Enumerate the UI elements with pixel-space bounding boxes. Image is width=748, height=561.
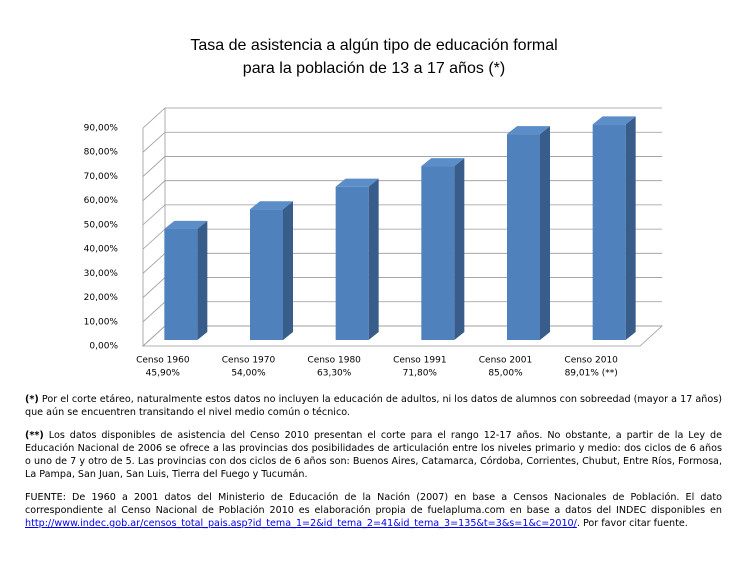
note-text: Los datos disponibles de asistencia del … — [25, 430, 722, 480]
bar — [335, 186, 369, 340]
y-tick-label: 10,00% — [84, 317, 119, 327]
grid-line — [142, 325, 662, 347]
grid-line — [142, 204, 662, 226]
source-link[interactable]: http://www.indec.gob.ar/censos_total_pai… — [25, 518, 577, 529]
value-label: 71,80% — [403, 369, 438, 379]
chart-title: para la población de 13 a 17 años (*) — [243, 60, 505, 77]
grid-line — [142, 228, 662, 250]
bar-top — [421, 158, 465, 167]
y-tick-label: 60,00% — [84, 196, 119, 206]
y-tick-label: 20,00% — [84, 293, 119, 303]
value-label: 54,00% — [231, 369, 266, 379]
grid-line — [142, 252, 662, 274]
x-tick-label: Censo 1960 — [136, 356, 190, 366]
bar-top — [335, 178, 379, 187]
source: FUENTE: De 1960 a 2001 datos del Ministe… — [25, 491, 722, 530]
bar-side — [540, 126, 550, 340]
x-tick-label: Censo 2001 — [479, 356, 533, 366]
bar — [164, 228, 198, 340]
value-label: 85,00% — [488, 369, 523, 379]
value-label: 63,30% — [317, 369, 352, 379]
x-tick-label: Censo 2010 — [564, 356, 618, 366]
note: (**) Los datos disponibles de asistencia… — [25, 429, 722, 481]
note-marker: (**) — [25, 430, 44, 441]
bar — [250, 209, 283, 340]
source-text: . Por favor citar fuente. — [576, 518, 688, 529]
y-tick-label: 50,00% — [84, 220, 119, 230]
y-tick-label: 0,00% — [89, 342, 118, 352]
y-tick-label: 90,00% — [84, 124, 119, 134]
note: (*) Por el corte etáreo, naturalmente es… — [25, 393, 722, 419]
bar-top — [164, 220, 208, 229]
value-label: 45,90% — [146, 369, 181, 379]
grid-line — [142, 131, 662, 153]
bar-top — [507, 126, 550, 135]
bar — [507, 134, 540, 340]
x-tick-label: Censo 1980 — [307, 356, 361, 366]
bar — [421, 166, 455, 340]
bar-side — [197, 220, 208, 340]
floor — [141, 325, 664, 347]
notes: (*) Por el corte etáreo, naturalmente es… — [25, 393, 722, 540]
x-tick-label: Censo 1970 — [222, 356, 276, 366]
grid-line — [142, 301, 662, 323]
grid-line — [142, 107, 662, 129]
y-tick-label: 80,00% — [84, 148, 119, 158]
chart: Tasa de asistencia a algún tipo de educa… — [84, 37, 664, 379]
bar-side — [283, 201, 293, 340]
source-text: FUENTE: De 1960 a 2001 datos del Ministe… — [25, 492, 722, 516]
bar-side — [454, 158, 465, 340]
y-tick-label: 70,00% — [84, 172, 119, 182]
y-tick-label: 40,00% — [84, 245, 119, 255]
bar-top — [592, 116, 636, 125]
chart-title: Tasa de asistencia a algún tipo de educa… — [190, 37, 557, 54]
bar-top — [250, 201, 293, 210]
x-tick-label: Censo 1991 — [393, 356, 447, 366]
grid-line — [142, 156, 662, 177]
grid-line — [142, 180, 662, 201]
value-label: 89,01% (**) — [565, 369, 618, 379]
grid-line — [142, 277, 662, 298]
note-marker: (*) — [25, 394, 39, 405]
bar-side — [368, 178, 379, 340]
bar — [592, 124, 626, 340]
y-tick-label: 30,00% — [84, 269, 119, 279]
note-text: Por el corte etáreo, naturalmente estos … — [25, 394, 722, 418]
bar-side — [625, 116, 636, 340]
